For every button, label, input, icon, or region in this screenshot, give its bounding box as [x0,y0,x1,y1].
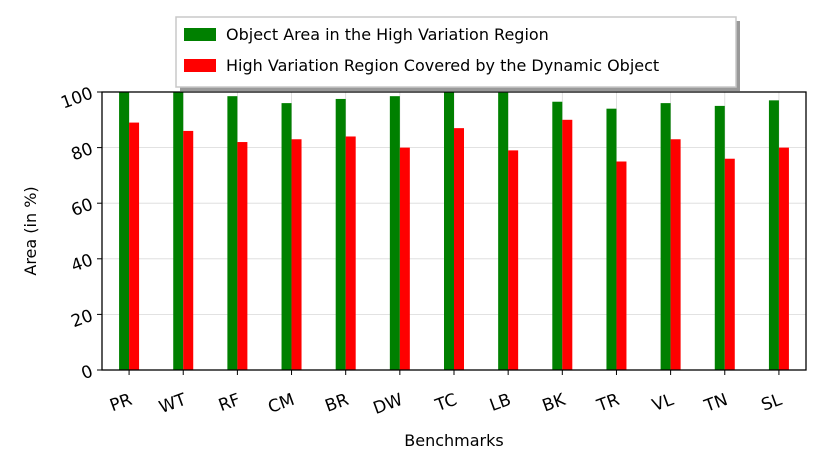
x-tick-label: TC [432,390,460,416]
x-tick-label: BK [540,390,569,417]
x-tick-label: BR [322,390,351,417]
bar-region-covered [616,161,627,370]
legend-label: Object Area in the High Variation Region [226,25,549,44]
bar-region-covered [778,147,789,370]
bar-region-covered [724,158,735,370]
x-tick-label: VL [650,390,677,416]
x-tick-label: SL [759,390,785,416]
bar-region-covered [670,139,681,370]
x-tick-label: RF [216,390,243,416]
y-axis-ticks: 0 20 40 60 80 100 [58,84,102,384]
x-tick-label: WT [157,390,190,418]
y-tick-label: 20 [69,306,96,332]
bar-object-area [227,96,238,371]
legend: Object Area in the High Variation Region… [175,16,740,91]
bar-object-area [660,103,671,371]
x-tick-label: TN [701,390,730,417]
x-tick-label: TR [594,390,623,417]
x-tick-label: DW [371,390,406,419]
bar-region-covered [454,128,464,370]
legend-swatch-red [184,59,216,72]
y-axis-title: Area (in %) [21,186,40,275]
bar-region-covered [183,130,194,370]
y-tick-label: 80 [69,139,96,165]
legend-box [175,16,737,88]
bar-region-covered [508,150,519,370]
bar-object-area [714,105,725,371]
bar-region-covered [237,142,248,370]
y-tick-label: 100 [58,84,95,114]
bar-region-covered [291,139,302,370]
legend-swatch-green [184,28,216,41]
bars [119,92,789,371]
bar-object-area [335,98,346,370]
bar-region-covered [129,122,140,370]
bar-object-area [768,100,779,370]
bar-object-area [606,108,617,371]
x-tick-label: LB [487,390,514,416]
x-axis-title: Benchmarks [404,431,503,450]
x-axis-ticks: PR WT RF CM BR DW TC LB BK TR VL TN SL [107,370,785,419]
bar-object-area [498,92,509,370]
x-tick-label: CM [265,390,297,418]
bar-object-area [119,92,130,370]
bar-object-area [444,92,454,370]
bar-object-area [281,103,292,371]
bar-region-covered [345,136,356,370]
bar-object-area [173,92,184,370]
bar-object-area [389,96,400,371]
y-tick-label: 60 [69,195,96,221]
bar-region-covered [399,147,410,370]
bar-region-covered [562,119,573,370]
y-tick-label: 40 [69,250,96,276]
legend-label: High Variation Region Covered by the Dyn… [226,56,659,75]
x-tick-label: PR [107,390,135,416]
bar-object-area [552,101,563,370]
y-tick-label: 0 [79,362,96,384]
